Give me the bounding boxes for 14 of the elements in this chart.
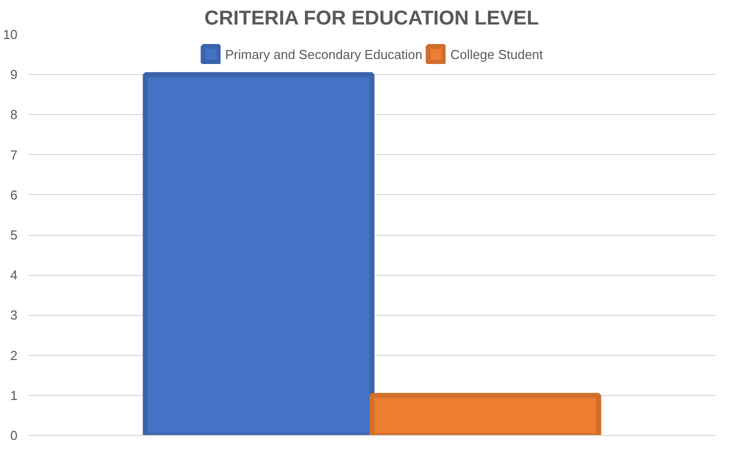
y-tick-label: 10: [3, 27, 18, 42]
y-tick-label: 7: [10, 147, 18, 162]
legend-label: Primary and Secondary Education: [225, 46, 422, 62]
y-tick-label: 0: [10, 428, 18, 443]
y-tick-label: 1: [10, 388, 18, 403]
y-tick-label: 9: [10, 67, 18, 82]
y-tick-label: 8: [10, 107, 18, 122]
y-tick-label: 6: [10, 187, 18, 202]
chart-title: CRITERIA FOR EDUCATION LEVEL: [204, 8, 539, 30]
legend-label: College Student: [450, 46, 543, 62]
y-tick-label: 3: [10, 308, 18, 323]
y-tick-label: 2: [10, 348, 18, 363]
y-tick-label: 5: [10, 228, 18, 242]
y-tick-label: 4: [10, 268, 18, 283]
